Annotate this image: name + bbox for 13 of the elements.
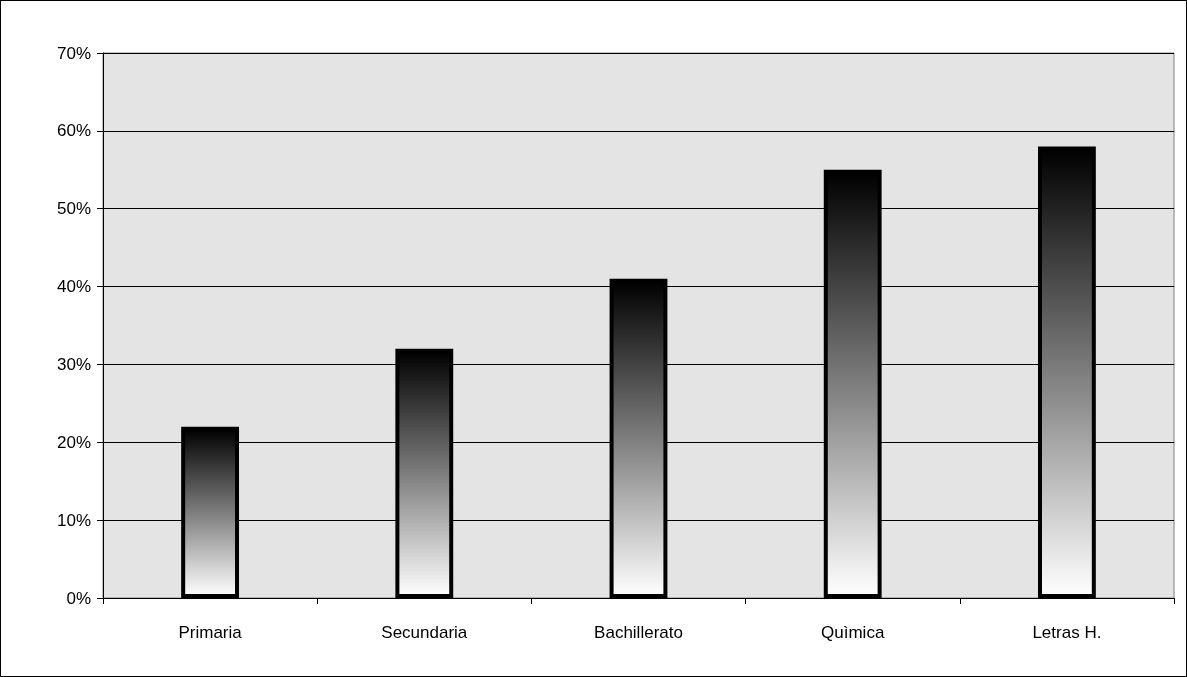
- x-tick-label: Quìmica: [821, 623, 885, 642]
- y-tick-label: 30%: [56, 354, 91, 374]
- x-tick-label: Secundaria: [381, 623, 468, 642]
- x-tick-label: Primaria: [178, 623, 243, 642]
- y-tick-label: 10%: [56, 510, 91, 530]
- y-tick-label: 40%: [56, 277, 91, 297]
- y-tick-label: 60%: [56, 121, 91, 141]
- y-tick-label: 0%: [66, 588, 91, 608]
- y-tick-label: 50%: [56, 199, 91, 219]
- x-tick-label: Letras H.: [1032, 623, 1102, 642]
- y-tick-label: 20%: [56, 432, 91, 452]
- y-tick-label: 70%: [56, 43, 91, 63]
- x-tick-label: Bachillerato: [594, 623, 683, 642]
